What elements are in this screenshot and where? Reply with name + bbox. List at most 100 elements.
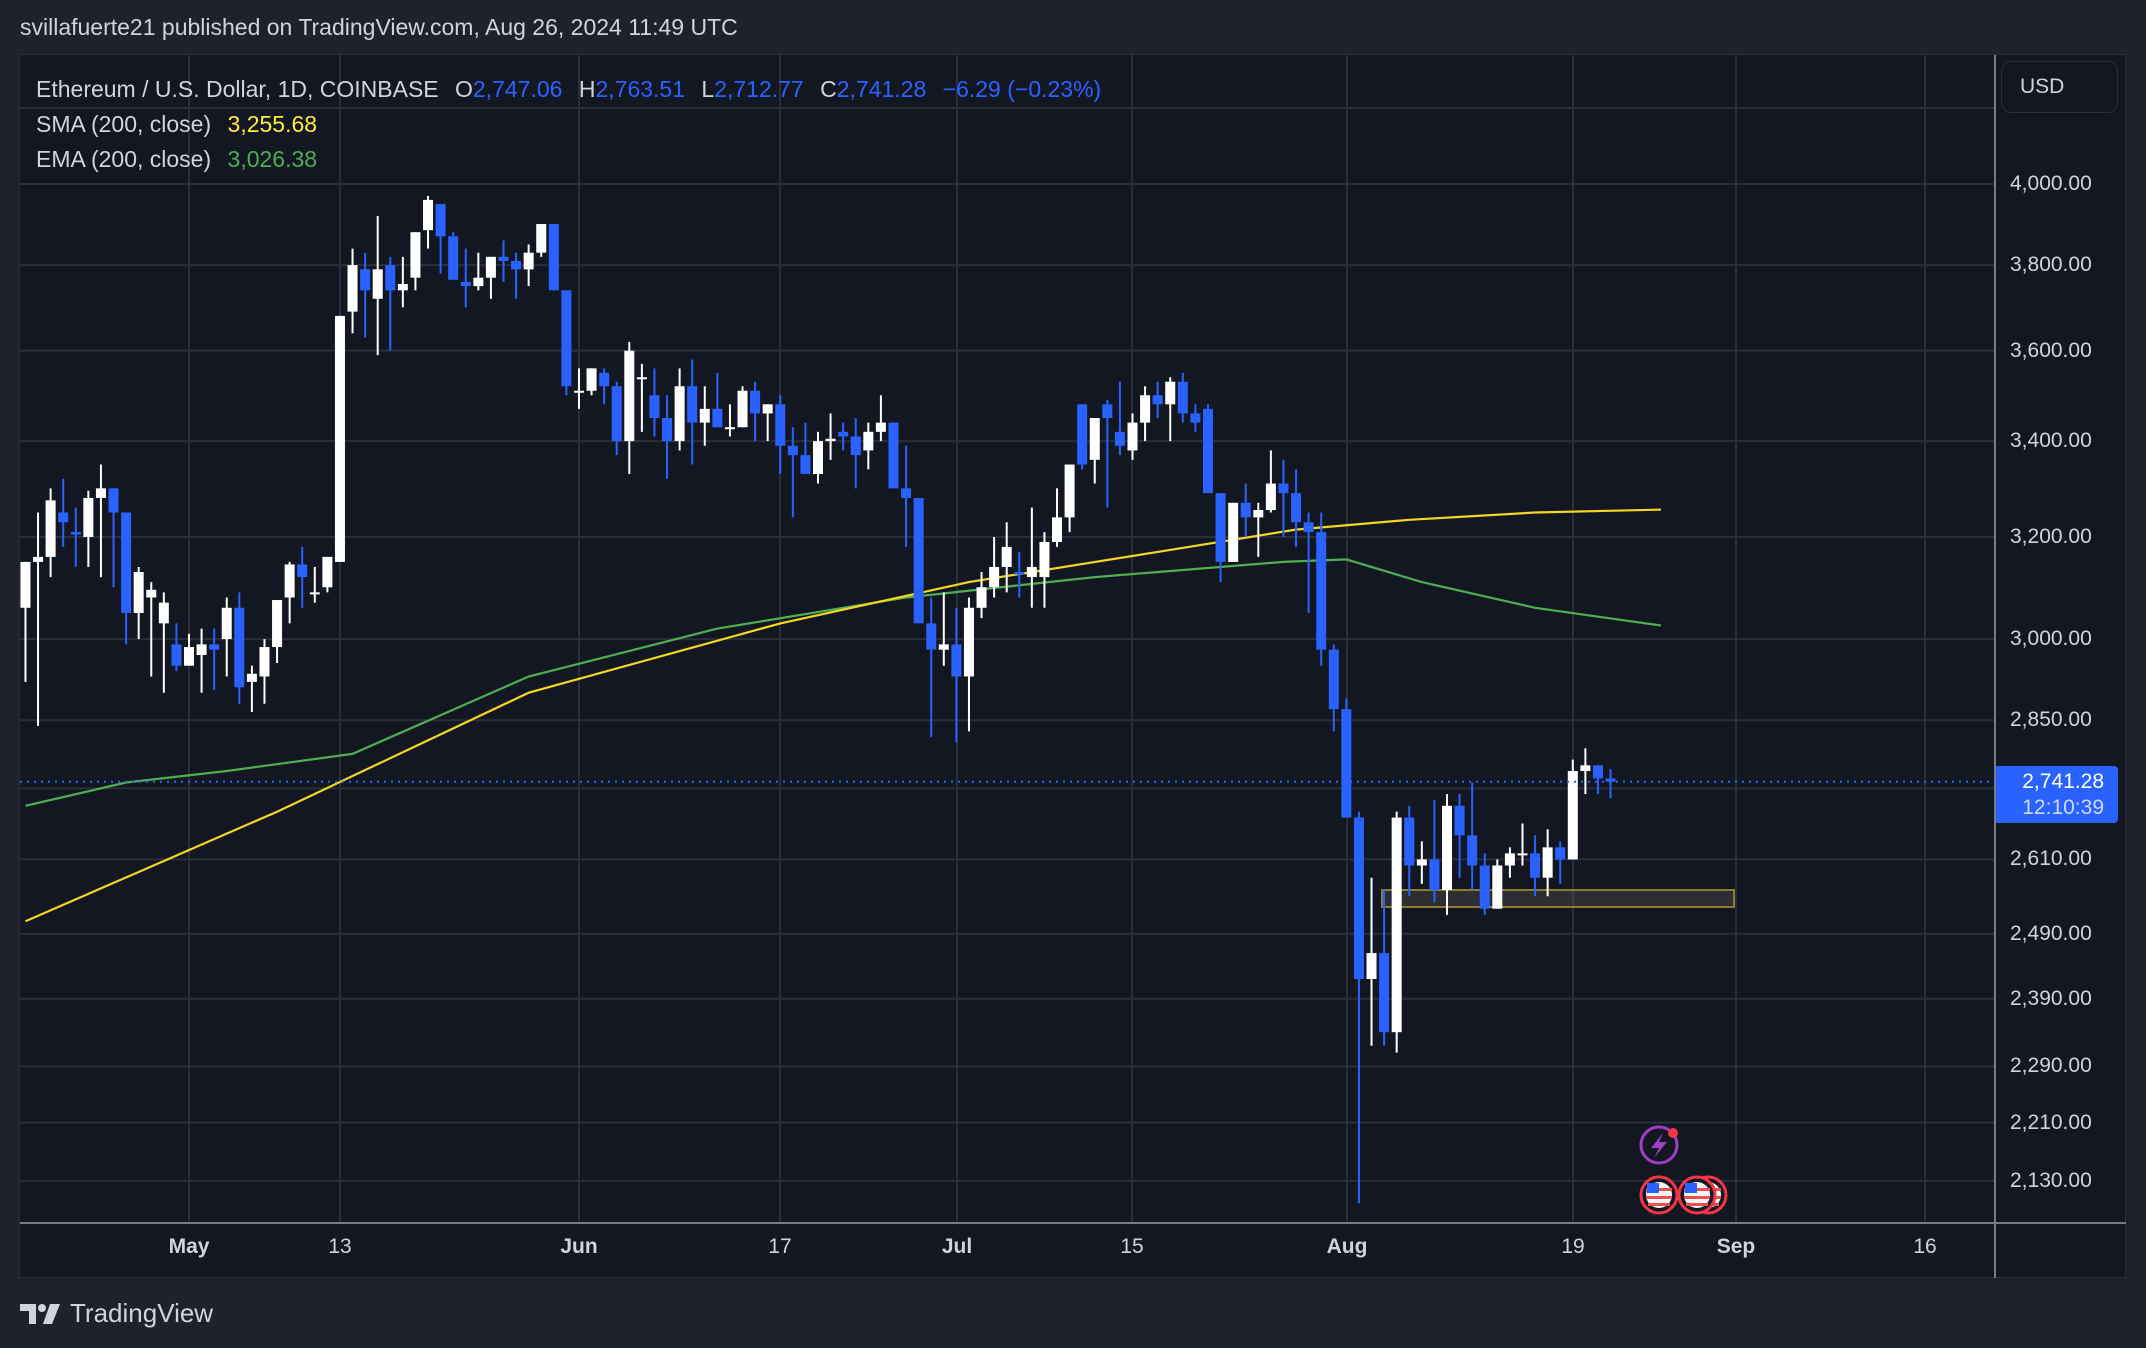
candle-body (158, 602, 169, 624)
last-price-value: 2,741.28 (2022, 770, 2104, 793)
time-tick-label: 13 (328, 1235, 352, 1258)
candle-body (360, 269, 371, 291)
candle-body (699, 408, 710, 423)
candle-body (171, 644, 182, 666)
ema-value: 3,026.38 (227, 146, 318, 172)
candle-body (511, 260, 522, 270)
candle-body (1202, 408, 1213, 494)
support-zone (1381, 889, 1735, 908)
candle-body (234, 607, 245, 688)
candle-body (800, 455, 811, 475)
candle-body (1240, 502, 1251, 518)
candle-body (1379, 953, 1390, 1033)
candle-body (196, 644, 207, 656)
change-value: −6.29 (−0.23%) (942, 76, 1102, 102)
candle-body (1366, 953, 1377, 979)
candle-body (1391, 817, 1402, 1033)
candle-body (1454, 805, 1465, 836)
candle-body (95, 488, 106, 498)
candle-body (926, 623, 937, 650)
candle-body (850, 436, 861, 456)
candle-body (1555, 847, 1566, 860)
symbol-title[interactable]: Ethereum / U.S. Dollar, 1D, COINBASE (36, 76, 439, 102)
candle-body (1215, 493, 1226, 562)
candle-body (1064, 464, 1075, 518)
ema-label: EMA (200, close) (36, 146, 212, 172)
candle-body (473, 277, 484, 287)
time-tick-label: Aug (1326, 1235, 1368, 1258)
candle-body (297, 564, 308, 578)
candle-body (209, 644, 220, 650)
candle-body (989, 566, 1000, 588)
candle-body (1026, 566, 1037, 578)
candle-body (1592, 765, 1603, 779)
candle-body (1530, 853, 1541, 878)
candle-body (1479, 865, 1490, 909)
candle-body (1429, 859, 1440, 891)
candle-body (636, 377, 647, 380)
time-tick-label: May (168, 1235, 210, 1258)
lightning-bolt-icon (1651, 1133, 1667, 1158)
candle-body (1140, 395, 1151, 423)
candle-body (259, 647, 270, 677)
candle-body (1442, 805, 1452, 891)
chart-pane[interactable] (19, 54, 2126, 1278)
candle-body (1228, 502, 1239, 562)
ema-row[interactable]: EMA (200, close) 3,026.38 (36, 142, 1101, 177)
candle-body (1328, 649, 1339, 710)
candle-body (1089, 418, 1100, 460)
flag-stripe (1686, 1203, 1708, 1206)
candle-body (146, 589, 157, 598)
currency-button[interactable]: USD (2001, 61, 2118, 113)
candle-body (184, 647, 194, 666)
open-label: O (455, 76, 473, 102)
candle-body (1077, 404, 1088, 465)
chart-legend: Ethereum / U.S. Dollar, 1D, COINBASE O2,… (36, 72, 1101, 177)
candle-body (586, 368, 597, 391)
candle-body (1542, 847, 1553, 878)
candle-body (133, 572, 144, 613)
time-tick-label: 16 (1913, 1235, 1937, 1258)
candle-body (1580, 765, 1591, 772)
flag-stripe (1646, 1196, 1672, 1199)
low-value: 2,712.77 (714, 76, 804, 102)
price-tick-label: 2,850.00 (2010, 708, 2092, 732)
sma-label: SMA (200, close) (36, 111, 212, 137)
notification-dot-icon (1668, 1128, 1678, 1138)
brand-name: TradingView (70, 1298, 214, 1328)
candle-body (951, 644, 962, 677)
ema-200-line (25, 558, 1662, 807)
candle-body (1341, 709, 1352, 818)
tradingview-logo[interactable]: TradingView (20, 1298, 213, 1329)
close-value: 2,741.28 (836, 76, 927, 102)
candle-body (1165, 381, 1176, 405)
candle-body (1492, 865, 1503, 909)
candle-body (448, 236, 459, 280)
candle-body (1001, 546, 1012, 567)
price-tick-label: 2,290.00 (2010, 1054, 2092, 1078)
sma-row[interactable]: SMA (200, close) 3,255.68 (36, 107, 1101, 142)
candle-body (649, 395, 660, 419)
candle-body (611, 386, 622, 442)
candle-body (775, 404, 786, 446)
price-tick-label: 3,600.00 (2010, 338, 2092, 362)
candle-body (272, 600, 283, 648)
flag-canton (1685, 1183, 1697, 1193)
candle-body (1316, 532, 1327, 650)
price-tick-label: 3,000.00 (2010, 627, 2092, 651)
time-tick-label: 17 (768, 1235, 792, 1258)
symbol-row: Ethereum / U.S. Dollar, 1D, COINBASE O2,… (36, 72, 1101, 107)
candle-body (573, 390, 584, 393)
price-tick-label: 3,400.00 (2010, 429, 2092, 453)
candle-body (322, 556, 333, 588)
high-label: H (578, 76, 596, 102)
candle-body (1014, 572, 1025, 575)
price-tick-label: 3,200.00 (2010, 525, 2092, 548)
candle-body (1265, 483, 1276, 511)
candle-body (334, 315, 345, 562)
open-value: 2,747.06 (472, 76, 563, 102)
candle-body (712, 408, 723, 428)
candle-body (423, 199, 434, 231)
published-caption: svillafuerte21 published on TradingView.… (20, 14, 738, 40)
